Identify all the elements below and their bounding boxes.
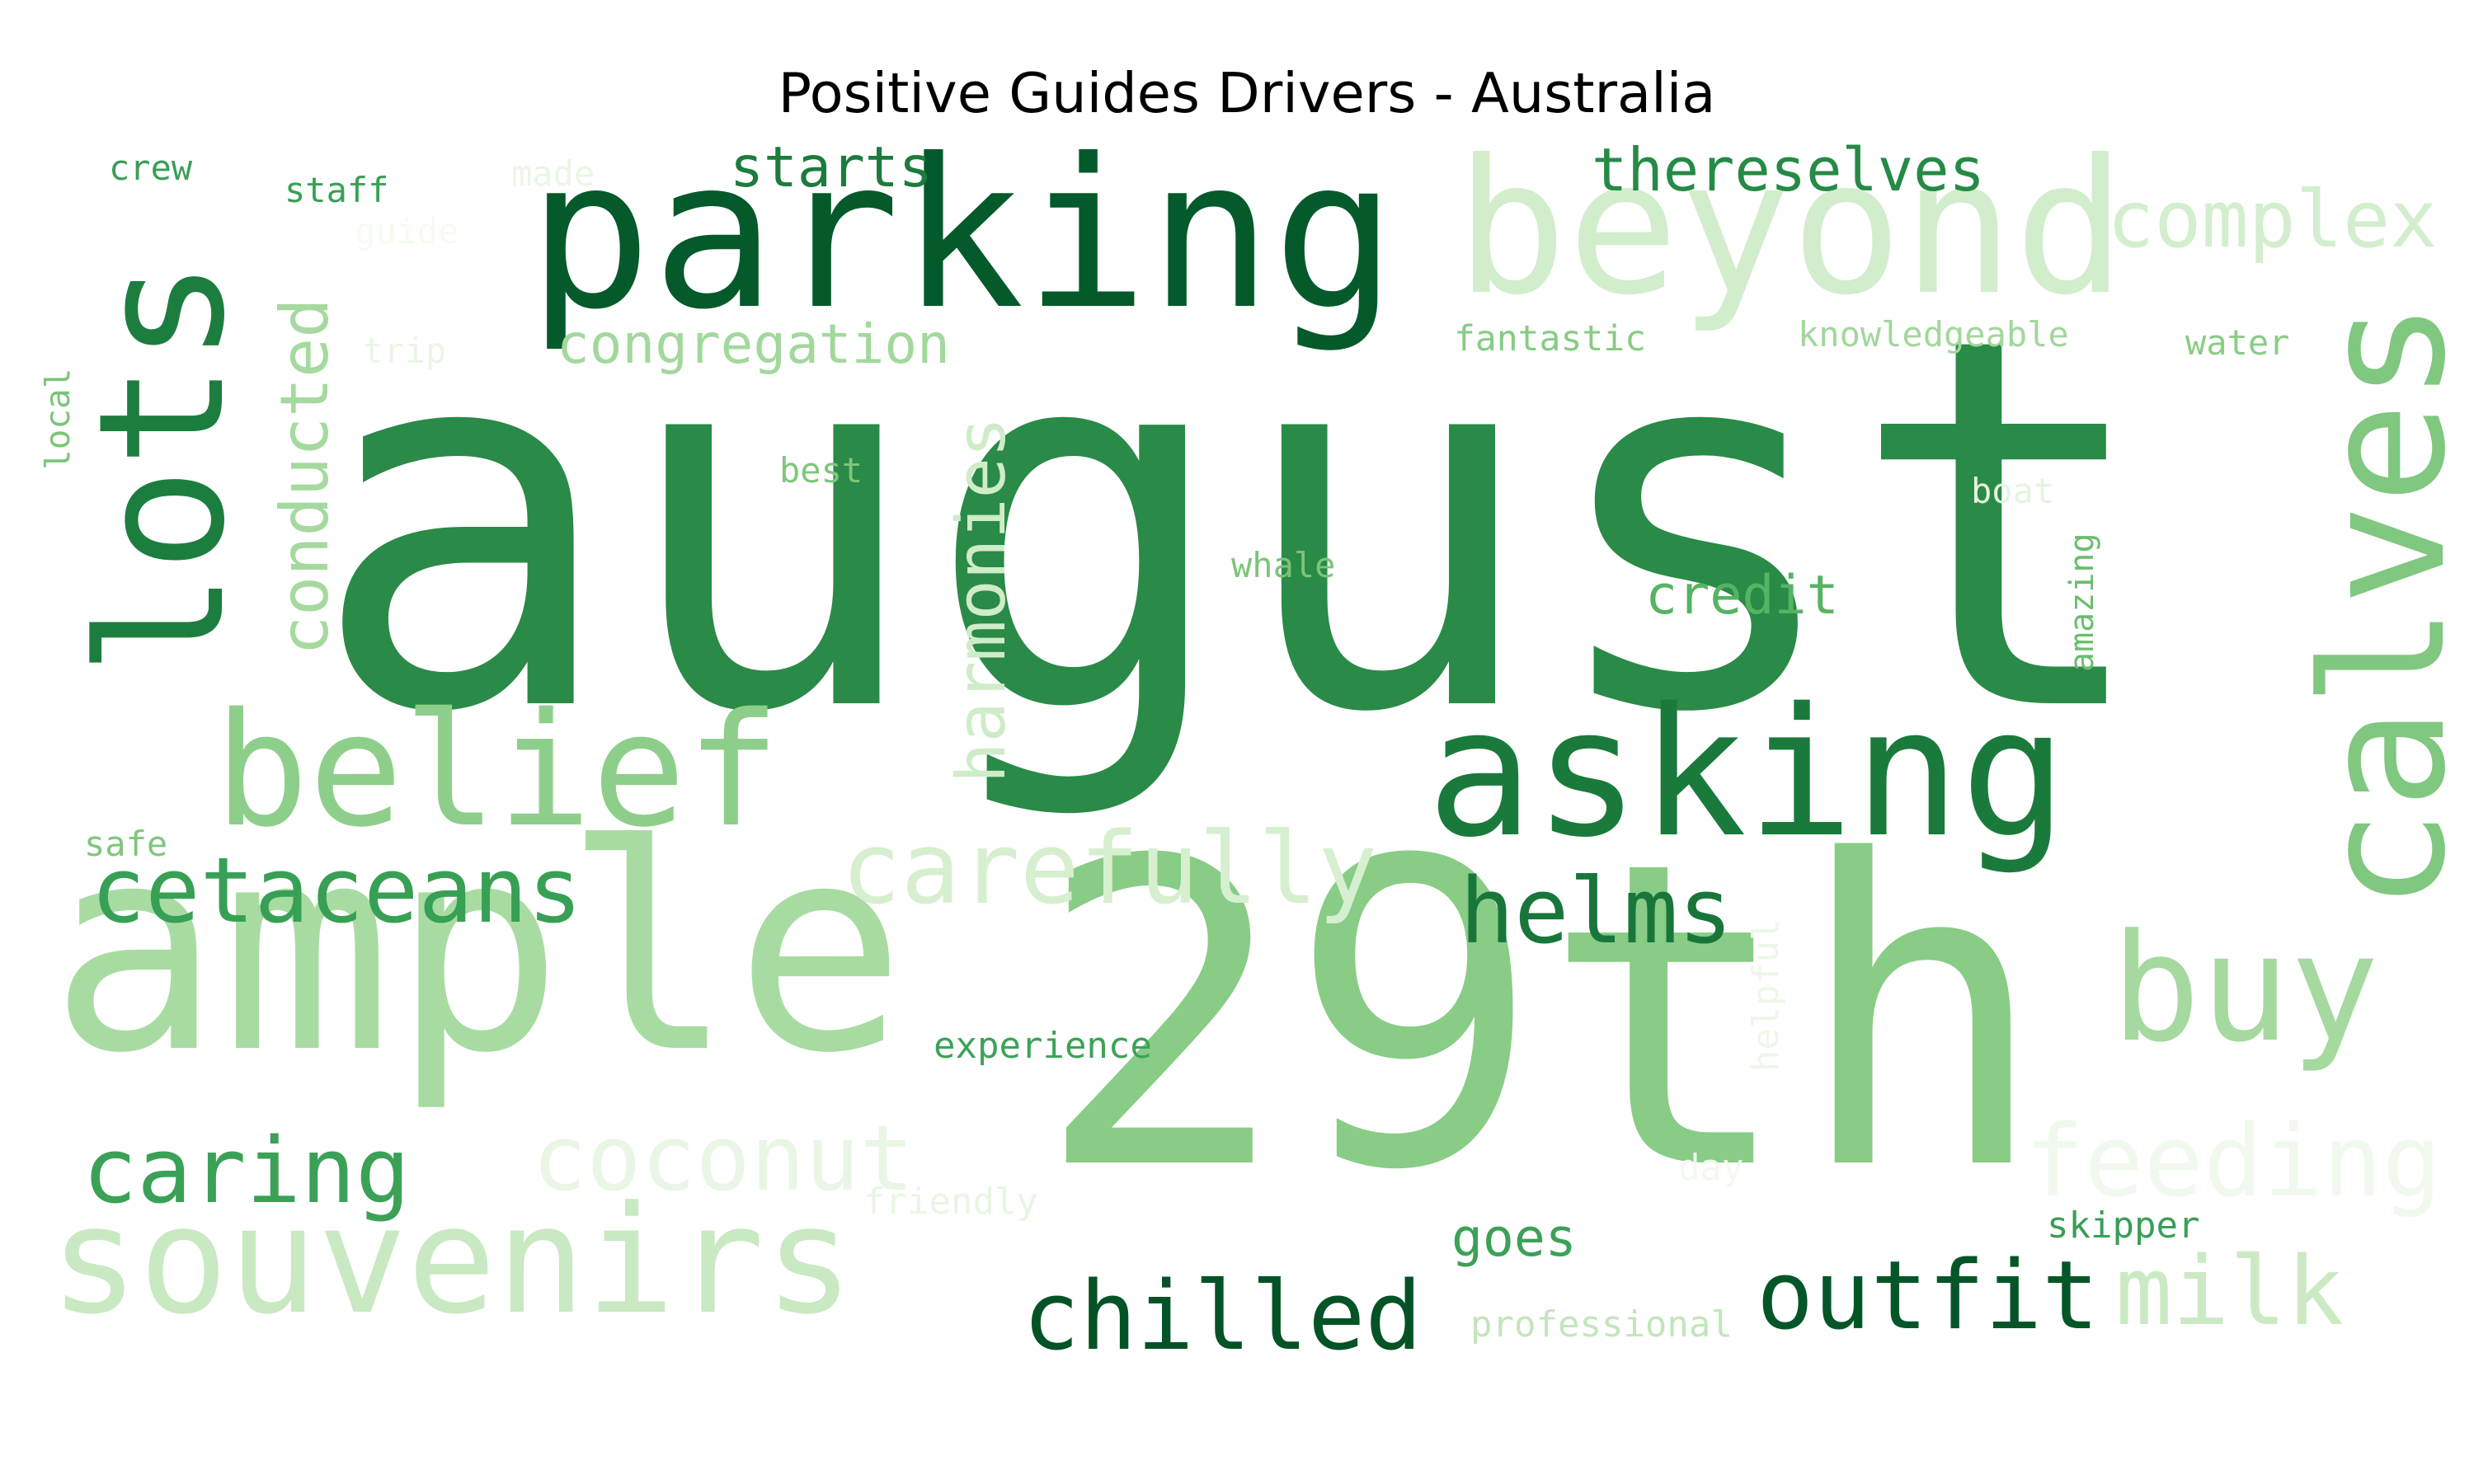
word-water: water [2185, 322, 2290, 363]
word-calves: calves [2287, 300, 2474, 911]
word-cetaceans: cetaceans [91, 838, 583, 943]
word-staff: staff [285, 170, 389, 210]
word-outfit: outfit [1757, 1241, 2100, 1351]
word-lots: lots [61, 259, 263, 676]
page-title: Positive Guides Drivers - Australia [778, 61, 1716, 125]
word-local: local [38, 368, 78, 470]
word-souvenirs: souvenirs [49, 1175, 854, 1347]
word-parking: parking [528, 115, 1397, 355]
word-helpful: helpful [1745, 918, 1787, 1072]
word-caring: caring [82, 1118, 411, 1223]
word-conducted: conducted [266, 298, 343, 655]
word-feeding: feeding [2025, 1105, 2442, 1219]
word-harmonies: harmonies [943, 416, 1021, 783]
word-ample: ample [49, 785, 906, 1115]
word-safe: safe [84, 824, 168, 864]
word-fantastic: fantastic [1454, 318, 1646, 359]
word-boat: boat [1971, 471, 2055, 511]
word-asking: asking [1427, 669, 2067, 876]
word-skipper: skipper [2047, 1205, 2200, 1247]
word-best: best [779, 450, 863, 491]
word-goes: goes [1451, 1208, 1577, 1268]
word-buy: buy [2111, 903, 2380, 1075]
word-professional: professional [1470, 1303, 1733, 1345]
word-congregation: congregation [557, 312, 950, 376]
word-whale: whale [1231, 545, 1336, 585]
word-friendly: friendly [863, 1181, 1038, 1223]
word-coconut: coconut [532, 1106, 915, 1211]
word-beyond: beyond [1456, 120, 2126, 336]
word-carefully: carefully [841, 812, 1378, 927]
word-credit: credit [1645, 565, 1839, 627]
word-chilled: chilled [1023, 1261, 1423, 1372]
word-knowledgeable: knowledgeable [1798, 314, 2069, 355]
word-thereselves: thereselves [1592, 135, 1985, 204]
word-starts: starts [730, 135, 933, 200]
word-trip: trip [363, 331, 447, 371]
word-milk: milk [2115, 1237, 2344, 1347]
word-amazing: amazing [2063, 533, 2101, 672]
word-made: made [511, 153, 595, 194]
word-belief: belief [214, 679, 781, 862]
word-day: day [1678, 1147, 1744, 1189]
word-crew: crew [109, 148, 193, 188]
word-complex: complex [2107, 175, 2438, 265]
word-helms: helms [1460, 858, 1733, 964]
word-29th: 29th [1035, 773, 2048, 1262]
word-experience: experience [934, 1025, 1152, 1067]
word-guide: guide [355, 211, 459, 251]
word-august: august [309, 230, 2157, 824]
